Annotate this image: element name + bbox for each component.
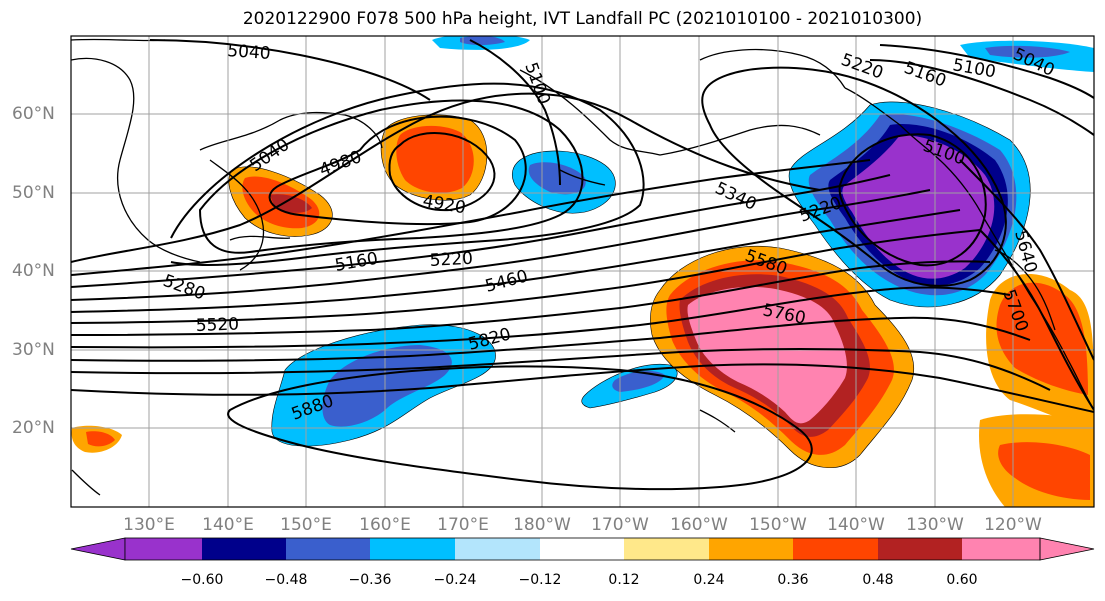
contour-label: 5520 <box>195 314 239 335</box>
map-frame <box>70 35 1095 508</box>
lon-label: 130°E <box>123 515 175 535</box>
lon-label: 150°W <box>749 515 807 535</box>
colorbar-segment <box>455 538 540 560</box>
colorbar <box>70 537 1095 561</box>
lon-label: 150°E <box>280 515 332 535</box>
colorbar-tick-label: 0.48 <box>862 572 894 588</box>
colorbar-frame <box>124 537 1041 561</box>
lat-label: 20°N <box>12 418 55 438</box>
lat-label: 30°N <box>12 340 55 360</box>
colorbar-tick-label: 0.60 <box>946 572 978 588</box>
colorbar-tick-label: −0.12 <box>518 572 562 588</box>
colorbar-segment <box>125 538 202 560</box>
height-contours <box>71 39 1094 491</box>
contour-label: 5040 <box>227 41 272 64</box>
lat-label: 50°N <box>12 183 55 203</box>
colorbar-segment <box>709 538 793 560</box>
contour-label: 5220 <box>429 249 473 271</box>
lon-label: 180°W <box>513 515 571 535</box>
lon-label: 170°E <box>437 515 489 535</box>
colorbar-segment <box>540 538 624 560</box>
lon-label: 160°E <box>359 515 411 535</box>
colorbar-segment <box>286 538 370 560</box>
lon-label: 160°W <box>670 515 728 535</box>
colorbar-segment <box>962 538 1040 560</box>
lat-label: 40°N <box>12 261 55 281</box>
lon-label: 140°E <box>202 515 254 535</box>
colorbar-extend-min <box>70 537 126 561</box>
colorbar-segment <box>202 538 286 560</box>
colorbar-segment <box>624 538 709 560</box>
colorbar-tick-label: −0.48 <box>264 572 308 588</box>
colorbar-tick-label: −0.24 <box>433 572 477 588</box>
colorbar-tick-label: −0.60 <box>180 572 224 588</box>
lon-label: 130°W <box>906 515 964 535</box>
colorbar-segment <box>878 538 962 560</box>
lat-label: 60°N <box>12 104 55 124</box>
colorbar-extend-max <box>1039 537 1095 561</box>
map-title: 2020122900 F078 500 hPa height, IVT Land… <box>242 9 923 29</box>
colorbar-segment <box>370 538 455 560</box>
lon-label: 170°W <box>591 515 649 535</box>
colorbar-segment <box>793 538 878 560</box>
negative-anomaly-aleutian <box>511 150 616 214</box>
colorbar-tick-label: 0.24 <box>693 572 725 588</box>
lon-label: 120°W <box>984 515 1042 535</box>
colorbar-tick-label: 0.12 <box>608 572 640 588</box>
graticule <box>71 36 1094 507</box>
colorbar-tick-label: −0.36 <box>348 572 392 588</box>
lon-label: 140°W <box>827 515 885 535</box>
colorbar-tick-label: 0.36 <box>777 572 809 588</box>
